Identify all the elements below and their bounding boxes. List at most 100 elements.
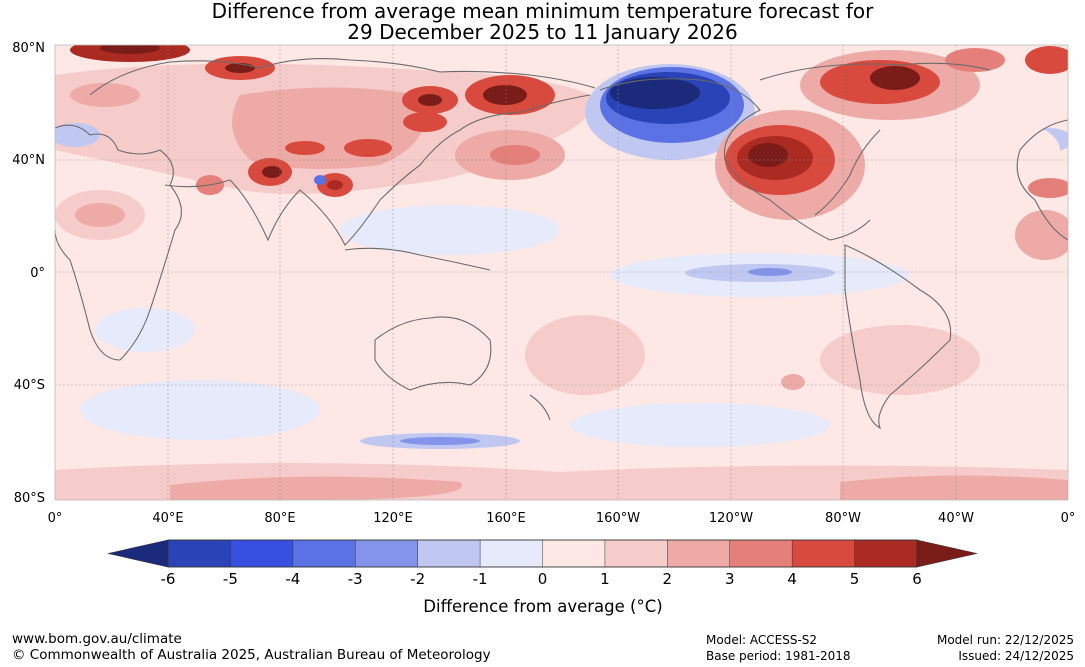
anomaly-patch-warm-siberia-south — [403, 112, 447, 132]
colorbar-swatch — [791, 539, 856, 568]
coastlines — [55, 58, 1068, 430]
anomaly-patch-warm-southamerica — [820, 325, 980, 395]
anomaly-patch-warm-northpac-core — [490, 145, 540, 165]
title-line-2: 29 December 2025 to 11 January 2026 — [347, 20, 738, 44]
latitude-labels: 80°N 40°N 0° 40°S 80°S — [12, 41, 45, 506]
lon-label: 0° — [48, 511, 63, 526]
anomaly-patch-warm-arctic-core — [100, 45, 160, 54]
anomaly-patch-cool-southern-core — [400, 437, 480, 445]
colorbar-tick-label: -3 — [348, 570, 363, 588]
colorbar-swatch — [479, 539, 544, 568]
anomaly-patch-warm-usa-core — [748, 143, 788, 167]
graticule — [55, 45, 1068, 500]
anomaly-patch-warm-canary — [1028, 178, 1068, 198]
anomaly-patch-cool-southpac — [570, 403, 830, 447]
anomaly-patch-warm-kazakh — [285, 141, 325, 155]
coast-europe-africa-east — [1016, 119, 1068, 241]
colorbar-tick-label: -4 — [285, 570, 300, 588]
colorbar-swatch — [854, 539, 918, 568]
colorbar-label: Difference from average (°C) — [423, 597, 662, 616]
colorbar-tick-label: 5 — [850, 570, 860, 588]
colorbar-tick-label: -5 — [223, 570, 238, 588]
colorbar-frame — [167, 539, 918, 568]
lon-label: 120°W — [709, 511, 753, 526]
colorbar-swatch — [167, 539, 232, 568]
anomaly-patch-cool-alaska-core — [610, 77, 700, 109]
coast-asia-south — [164, 94, 591, 246]
colorbar-tick-label: -2 — [410, 570, 425, 588]
footer-copyright: © Commonwealth of Australia 2025, Austra… — [12, 647, 491, 663]
lon-label: 40°E — [152, 511, 183, 526]
lat-label: 40°S — [14, 378, 45, 393]
lat-label: 80°N — [12, 41, 45, 56]
colorbar-swatch — [417, 539, 481, 568]
coast-north-america-east — [759, 62, 991, 216]
lat-label: 0° — [30, 266, 45, 281]
colorbar-swatch — [355, 539, 419, 568]
colorbar-swatch — [667, 539, 731, 568]
coast-new-zealand — [529, 394, 551, 421]
anomaly-patch-cool-mediterranean — [55, 123, 100, 147]
lat-label: 40°N — [12, 153, 45, 168]
colorbar-tick-label: 3 — [725, 570, 735, 588]
footer-model: Model: ACCESS-S2 — [706, 633, 818, 647]
colorbar-swatch — [230, 539, 294, 568]
anomaly-patch-southern-warm — [170, 476, 462, 500]
anomaly-patch-cool-equator-core — [748, 268, 792, 276]
anomaly-patch-warm-mongolia — [344, 139, 392, 157]
longitude-labels: 0° 40°E 80°E 120°E 160°E 160°W 120°W 80°… — [48, 511, 1076, 526]
colorbar-tick-label: 6 — [912, 570, 922, 588]
anomaly-patch-warm-sahara-core — [75, 203, 125, 227]
anomaly-patch-warm-central-asia — [232, 87, 425, 169]
anomaly-patch-southern-warm-east — [840, 475, 1068, 500]
colorbar-tick-label: 1 — [600, 570, 610, 588]
anomaly-patch-cool-africa — [95, 308, 195, 352]
coast-north-america-west — [599, 78, 871, 241]
lon-label: 120°E — [373, 511, 413, 526]
coast-asia-north — [89, 58, 596, 96]
lat-label: 80°S — [14, 491, 45, 506]
colorbar-tick-label: 4 — [787, 570, 797, 588]
lon-label: 0° — [1061, 511, 1076, 526]
coast-africa — [55, 124, 182, 361]
anomaly-patch-cool-indian — [80, 380, 320, 440]
colorbar-tick-label: -1 — [473, 570, 488, 588]
coast-south-america — [844, 244, 952, 430]
anomaly-patch-warm-europe — [70, 83, 140, 107]
footer-base-period: Base period: 1981-2018 — [706, 649, 851, 663]
anomaly-patch-cool-small — [314, 175, 326, 185]
anomaly-patch-warm-southpac — [525, 315, 645, 395]
lon-label: 40°W — [938, 511, 974, 526]
lon-label: 80°W — [825, 511, 861, 526]
lon-label: 160°W — [596, 511, 640, 526]
colorbar: -6 -5 -4 -3 -2 -1 0 1 2 3 4 5 6 — [107, 539, 978, 588]
title-line-1: Difference from average mean minimum tem… — [211, 0, 874, 23]
anomaly-patch-warm-greenland — [945, 48, 1005, 72]
map-frame — [54, 44, 1069, 501]
colorbar-swatch — [604, 539, 668, 568]
anomaly-patch-warm-tibet-core — [262, 166, 282, 178]
colorbar-extend-high — [916, 539, 978, 568]
anomaly-patch-warm-westafrica — [1015, 210, 1068, 260]
colorbar-swatch — [292, 539, 356, 568]
footer-url: www.bom.gov.au/climate — [12, 631, 182, 647]
anomaly-patch-cool-westpac — [340, 205, 560, 255]
anomaly-patch-warm-east-siberia-core — [483, 85, 527, 105]
colorbar-swatch — [542, 539, 606, 568]
anomaly-patch-warm-iceland — [1025, 46, 1068, 74]
colorbar-tick-label: 0 — [538, 570, 548, 588]
anomaly-patch-warm-china-core — [327, 180, 343, 190]
colorbar-tick-label: 2 — [663, 570, 673, 588]
lon-label: 80°E — [264, 511, 295, 526]
anomaly-patch-neutral-atlantic — [940, 120, 1060, 180]
colorbar-tick-label: -6 — [161, 570, 176, 588]
colorbar-extend-low — [107, 539, 169, 568]
anomaly-patch-warm-siberia-core — [418, 94, 442, 106]
lon-label: 160°E — [486, 511, 526, 526]
anomaly-patch-warm-canada-core — [870, 66, 920, 90]
coast-australia — [374, 316, 492, 391]
anomaly-patch-warm-southpac-east — [781, 374, 805, 390]
anomaly-map — [55, 45, 1068, 500]
colorbar-swatch — [729, 539, 793, 568]
